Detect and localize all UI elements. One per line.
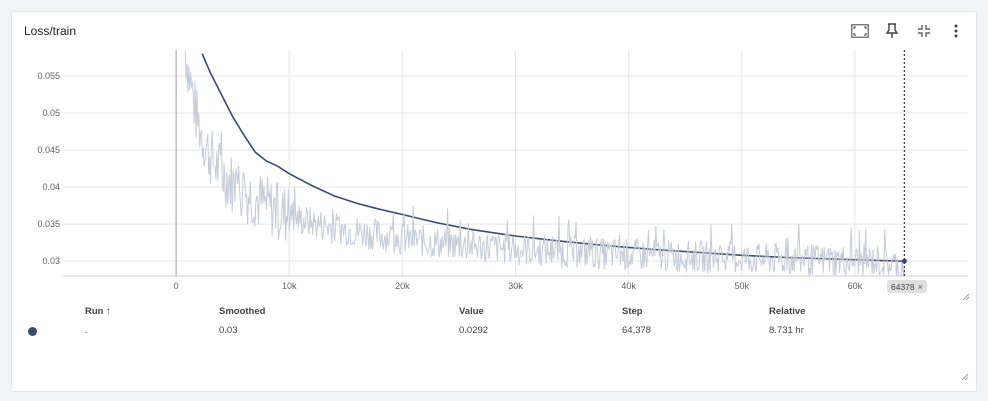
header-smoothed: Smoothed: [219, 306, 266, 317]
scalar-card: Loss/train 0.03 0.035 0.04 0.045 0.: [11, 11, 977, 392]
table-resize-icon[interactable]: [961, 373, 969, 381]
pin-icon: [886, 23, 898, 38]
row-relative: 8.731 hr: [769, 325, 804, 336]
y-tick-label: 0.04: [42, 182, 60, 192]
y-tick-label: 0.03: [42, 256, 60, 266]
run-color-dot: [28, 327, 37, 336]
close-icon[interactable]: ×: [917, 281, 923, 292]
header-run[interactable]: Run ↑: [85, 306, 111, 317]
x-tick-label: 40k: [621, 281, 636, 291]
y-tick-label: 0.045: [37, 145, 60, 155]
loss-chart[interactable]: 0.03 0.035 0.04 0.045 0.05 0.055 0 10k 20k 30k 40k…: [12, 12, 978, 302]
fullscreen-icon: [851, 24, 869, 38]
fit-domain-button[interactable]: [912, 21, 936, 41]
raw-series-line: [184, 50, 905, 276]
x-tick-label: 0: [174, 281, 179, 291]
x-tick-label: 10k: [282, 281, 297, 291]
step-cursor-badge: 64378 ×: [887, 280, 927, 293]
header-value: Value: [459, 306, 484, 317]
x-tick-label: 20k: [395, 281, 410, 291]
y-tick-label: 0.055: [37, 71, 60, 81]
fit-domain-icon: [918, 25, 930, 37]
fullscreen-button[interactable]: [848, 21, 872, 41]
step-cursor-label: 64378: [891, 281, 915, 292]
smoothed-series-line: [201, 53, 905, 262]
header-relative: Relative: [769, 306, 806, 317]
cursor-point: [901, 258, 907, 264]
more-vert-icon: [954, 24, 958, 38]
row-step: 64,378: [622, 325, 652, 336]
more-options-button[interactable]: [944, 21, 968, 41]
card-toolbar: [848, 21, 968, 41]
x-tick-label: 60k: [848, 281, 863, 291]
x-tick-label: 50k: [734, 281, 749, 291]
x-tick-label: 30k: [508, 281, 523, 291]
row-run: .: [85, 325, 88, 336]
y-tick-label: 0.035: [37, 219, 60, 229]
row-smoothed: 0.03: [219, 325, 238, 336]
row-value: 0.0292: [459, 325, 489, 336]
pin-button[interactable]: [880, 21, 904, 41]
header-step: Step: [622, 306, 643, 317]
card-title: Loss/train: [24, 24, 77, 38]
y-tick-label: 0.05: [42, 108, 60, 118]
chart-resize-icon[interactable]: [962, 293, 970, 301]
